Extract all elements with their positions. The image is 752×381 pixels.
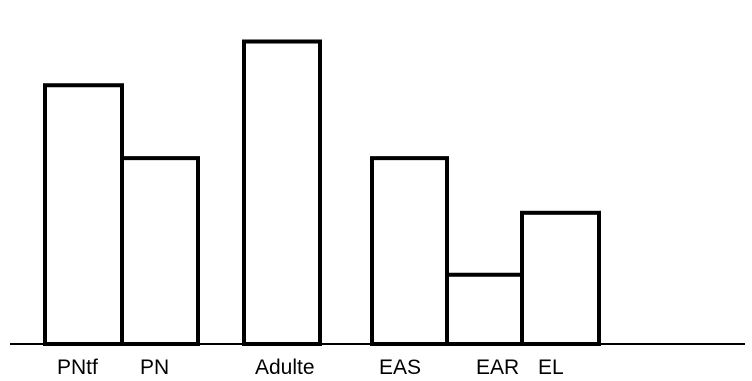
- x-tick-label-ear: EAR: [476, 356, 519, 379]
- bar-pn: [120, 156, 200, 346]
- bar-pntf: [43, 83, 124, 346]
- bar-adulte: [242, 39, 322, 347]
- bar-eas: [370, 156, 449, 346]
- bar-ear: [445, 272, 524, 346]
- x-tick-label-pntf: PNtf: [57, 356, 98, 379]
- x-tick-label-eas: EAS: [379, 356, 421, 379]
- x-tick-label-el: EL: [538, 356, 564, 379]
- bar-el: [520, 210, 601, 346]
- x-tick-label-pn: PN: [140, 356, 169, 379]
- x-tick-labels: PNtf PN Adulte EAS EAR EL: [57, 356, 564, 379]
- bars-group: [43, 39, 601, 347]
- x-tick-label-adulte: Adulte: [255, 356, 315, 379]
